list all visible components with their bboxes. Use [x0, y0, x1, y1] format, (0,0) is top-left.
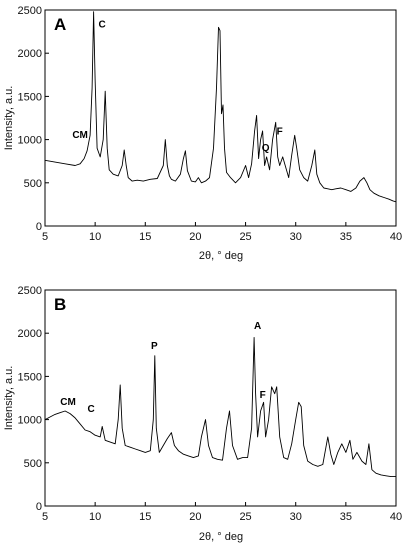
panel-a-peak-label: C [99, 19, 106, 30]
panel-a-x-tick-label: 20 [189, 231, 201, 243]
panel-b-x-tick-label: 35 [340, 511, 352, 523]
panel-a-ylabel: Intensity, a.u. [3, 86, 15, 151]
panel-a-y-tick-label: 1000 [18, 135, 42, 147]
panel-b-y-tick-label: 1000 [18, 415, 42, 427]
panel-b-series-line [44, 337, 396, 478]
panel-b-x-tick-label: 20 [189, 511, 201, 523]
panel-a-peak-label: F [277, 126, 283, 137]
panel-a-y-tick-label: 2500 [18, 5, 42, 17]
panel-b-x-tick-label: 25 [239, 511, 251, 523]
panel-a-x-tick-label: 30 [290, 231, 302, 243]
panel-b-x-tick-label: 10 [89, 511, 101, 523]
panel-a-x-tick-label: 40 [390, 231, 402, 243]
panel-a: A Intensity, a.u. 2θ, ° deg 5 10 15 20 25 30 3… [3, 5, 402, 262]
panel-b-peak-label: C [88, 404, 95, 415]
panel-a-xlabel: 2θ, ° deg [199, 250, 243, 262]
panel-a-x-tick-label: 10 [89, 231, 101, 243]
panel-a-y-tick-label: 2000 [18, 48, 42, 60]
panel-b-ticks: 5 10 15 20 25 30 35 40 0 500 1000 1500 2000 2500 [18, 285, 403, 523]
panel-b-x-tick-label: 15 [139, 511, 151, 523]
panel-a-x-tick-label: 35 [340, 231, 352, 243]
panel-a-y-tick-label: 0 [36, 221, 42, 233]
panel-a-x-tick-label: 25 [239, 231, 251, 243]
panel-b-peak-label: CM [60, 397, 76, 408]
panel-b-ylabel: Intensity, a.u. [3, 366, 15, 431]
panel-b: B Intensity, a.u. 2θ, ° deg 5 10 15 20 25 30 3… [3, 285, 402, 543]
panel-a-letter: A [54, 15, 66, 34]
panel-b-peak-label: P [151, 341, 158, 352]
panel-b-xlabel: 2θ, ° deg [199, 531, 243, 543]
panel-a-y-tick-label: 1500 [18, 91, 42, 103]
panel-b-y-tick-label: 2500 [18, 285, 42, 297]
panel-b-y-tick-label: 2000 [18, 328, 42, 340]
panel-b-y-tick-label: 0 [36, 501, 42, 513]
panel-b-y-tick-label: 1500 [18, 371, 42, 383]
panel-b-x-tick-label: 30 [290, 511, 302, 523]
panel-a-x-tick-label: 15 [139, 231, 151, 243]
panel-a-peak-label: CM [72, 130, 88, 141]
panel-a-plot-frame [44, 9, 397, 227]
panel-b-plot-frame [44, 289, 397, 507]
panel-b-peak-labels: CM C P A F [60, 321, 265, 415]
panel-b-x-tick-label: 5 [42, 511, 48, 523]
panel-a-peak-label: Q [262, 143, 270, 154]
panel-a-y-tick-label: 500 [24, 178, 42, 190]
panel-a-series-line [44, 11, 397, 203]
panel-a-ticks: 5 10 15 20 25 30 35 40 0 500 1000 1500 2000 2500 [18, 5, 403, 243]
panel-b-x-tick-label: 40 [390, 511, 402, 523]
panel-b-peak-label: A [254, 321, 261, 332]
panel-a-peak-labels: CM C QF [72, 19, 282, 154]
panel-a-x-tick-label: 5 [42, 231, 48, 243]
panel-b-letter: B [54, 295, 66, 314]
panel-b-y-tick-label: 500 [24, 458, 42, 470]
panel-b-peak-label: F [260, 390, 266, 401]
